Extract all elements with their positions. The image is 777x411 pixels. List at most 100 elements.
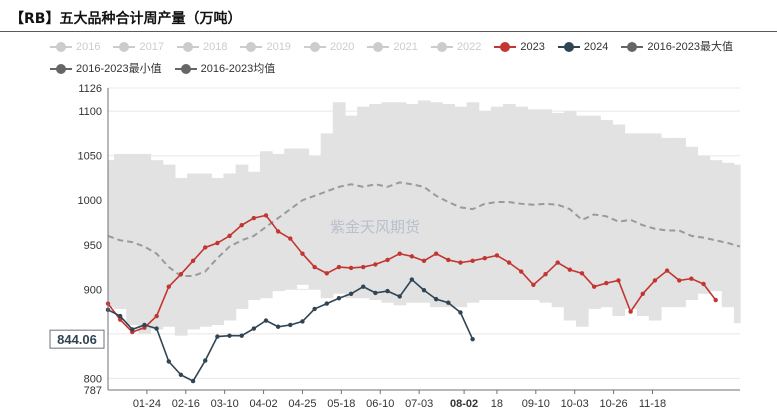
series-2023-point [312,264,317,270]
range-band-bar [685,146,699,301]
legend-symbol [176,42,199,52]
legend-item[interactable]: 2016-2023最大值 [621,37,733,57]
range-band-bar [211,177,225,325]
range-band-bar [296,148,310,285]
series-2024-point [397,294,402,299]
x-tick-label: 18 [491,398,503,410]
range-band-bar [673,137,686,308]
range-band-bar [661,137,674,308]
series-2024-point [215,334,220,339]
series-2024-point [409,277,415,282]
x-tick-label: 04-02 [249,398,277,410]
legend-dot [180,64,191,74]
series-2023-point [604,280,609,286]
legend-dot [56,42,66,52]
range-band-bar [721,162,735,308]
legend-item[interactable]: 2021 [367,37,418,57]
range-band-bar [345,115,358,299]
legend-dot [246,42,257,52]
legend-dot [309,42,320,52]
series-2023-point [494,253,500,258]
legend-label: 2016-2023最小值 [76,63,162,75]
series-2024-point [275,324,281,329]
range-band-bar [393,102,407,306]
legend-label: 2020 [329,41,355,53]
legend-item[interactable]: 2023 [494,37,545,57]
series-2023-point [324,271,329,276]
range-band-bar [162,164,176,327]
legend-item[interactable]: 2024 [557,37,608,57]
series-2023-point [506,260,512,265]
series-2024-point [227,333,232,338]
legend-symbol [494,42,517,52]
series-2023-point [409,254,415,259]
legend-item[interactable]: 2016-2023最小值 [50,59,162,79]
series-2024-point [117,313,123,319]
legend-item[interactable]: 2017 [113,37,164,57]
series-2024-point [251,326,257,331]
series-2023-point [446,257,451,263]
title-divider [0,31,777,32]
y-pointer-box [49,329,105,349]
series-2023-point [373,262,378,267]
legend-symbol [174,64,197,74]
range-band-bar [332,102,346,294]
range-band-bar [259,151,273,299]
legend-label: 2021 [393,41,418,53]
legend-symbol [430,42,453,52]
series-2023-point [689,276,694,281]
x-tick-label: 08-02 [450,398,478,410]
legend-item[interactable]: 2018 [176,37,228,57]
series-2023-point [190,258,196,264]
x-tick-label: 11-18 [639,398,666,410]
x-tick-label: 01-24 [133,398,161,410]
series-2024-point [142,322,147,328]
legend-item[interactable]: 2020 [303,37,355,57]
legend-label: 2016-2023均值 [200,63,276,75]
series-2024-point [446,300,451,305]
series-2023-point [263,213,269,218]
y-tick-label: 787 [84,385,102,397]
series-2023-point [543,271,548,277]
legend-label: 2018 [202,41,228,53]
range-band-bar [187,173,200,330]
legend-item[interactable]: 2022 [430,37,481,57]
range-band-bar [369,104,383,301]
x-tick-label: 04-25 [288,398,316,410]
series-2023-point [677,278,682,283]
series-2023-point [519,269,524,274]
range-band-bar [612,124,626,317]
y-tick-label: 1050 [78,151,102,163]
range-band-bar [320,133,334,299]
range-band-bar [308,155,322,290]
range-band-bar [430,102,443,308]
y-tick-label: 900 [84,284,102,296]
legend-item[interactable]: 2016 [50,37,100,57]
legend-symbol [50,42,72,52]
range-band-bar [466,102,480,303]
legend-symbol [367,42,390,52]
x-tick-label: 03-10 [211,398,239,410]
series-2024-point [361,284,366,289]
x-tick-label: 05-18 [327,398,355,410]
range-band-bar [114,153,127,309]
legend-label: 2023 [520,41,545,53]
x-tick-label: 10-26 [600,398,628,410]
series-2023-point [275,229,281,234]
legend-item[interactable]: 2019 [240,37,291,57]
series-2024-point [190,378,196,384]
legend-dot [182,42,193,52]
series-2023-point [154,313,159,319]
range-band-bar [174,177,188,336]
legend-symbol [50,64,72,74]
series-2023-point [397,251,402,256]
chart-legend: 2016 2017 2018 2019 2020 2021 2022 2023 2024 2016… [50,37,770,81]
legend-item[interactable]: 2016-2023均值 [174,59,276,79]
x-tick-label: 07-03 [405,398,433,410]
series-2023-point [567,267,573,272]
series-2024-point [470,337,475,342]
range-band-bar [733,164,741,324]
range-band-bar [539,109,553,303]
